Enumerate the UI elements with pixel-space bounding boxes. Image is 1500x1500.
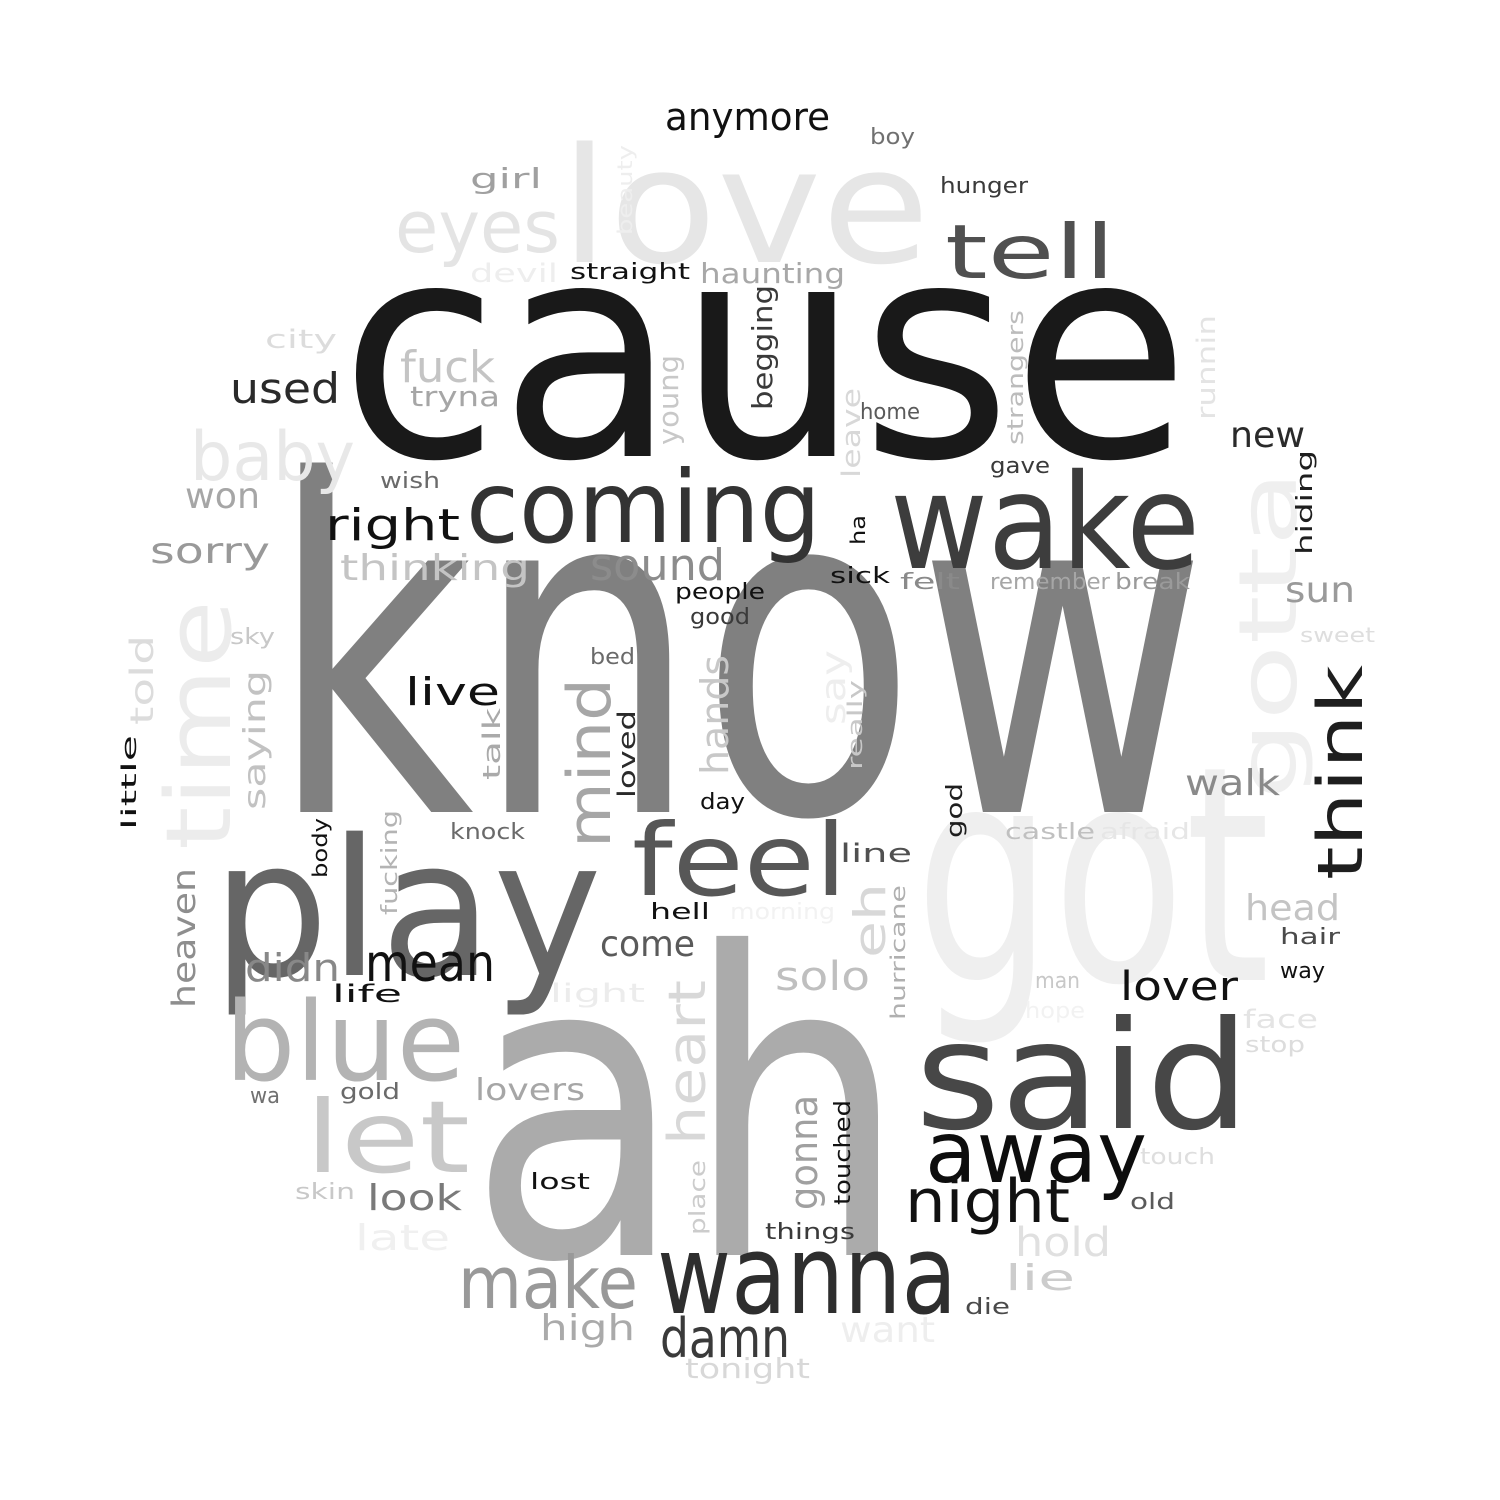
word-anymore: anymore bbox=[665, 95, 830, 139]
word-die: die bbox=[965, 1295, 1010, 1320]
word-bed: bed bbox=[590, 645, 635, 670]
word-remember: remember bbox=[990, 570, 1111, 595]
word-really: really bbox=[843, 680, 867, 770]
word-old: old bbox=[1130, 1190, 1175, 1215]
word-castle: castle bbox=[1005, 820, 1095, 845]
word-way: way bbox=[1280, 959, 1325, 984]
word-lovers: lovers bbox=[475, 1073, 585, 1108]
word-hope: hope bbox=[1025, 999, 1085, 1024]
word-fucking: fucking bbox=[378, 810, 403, 915]
word-heaven: heaven bbox=[165, 868, 203, 1008]
word-hands: hands bbox=[693, 655, 737, 775]
word-begging: begging bbox=[746, 285, 779, 410]
word-break: break bbox=[1115, 570, 1190, 595]
word-morning: morning bbox=[730, 900, 835, 925]
word-devil: devil bbox=[470, 259, 558, 289]
word-day: day bbox=[700, 790, 745, 815]
word-runnin: runnin bbox=[1192, 315, 1222, 420]
word-wa: wa bbox=[250, 1084, 280, 1109]
word-eyes: eyes bbox=[395, 185, 560, 269]
word-straight: straight bbox=[570, 260, 691, 285]
word-thinking: thinking bbox=[340, 548, 530, 589]
word-want: want bbox=[840, 1310, 935, 1351]
word-skin: skin bbox=[295, 1180, 355, 1205]
word-come: come bbox=[600, 924, 695, 965]
word-face: face bbox=[1243, 1005, 1318, 1035]
word-stop: stop bbox=[1245, 1033, 1305, 1058]
word-lie: lie bbox=[1005, 1258, 1075, 1299]
word-boy: boy bbox=[870, 125, 915, 150]
word-ha: ha bbox=[846, 515, 870, 545]
word-young: young bbox=[652, 355, 685, 445]
word-girl: girl bbox=[470, 162, 542, 195]
word-man: man bbox=[1035, 969, 1080, 994]
word-walk: walk bbox=[1185, 763, 1280, 804]
word-life: life bbox=[332, 980, 402, 1008]
word-heart: heart bbox=[658, 980, 718, 1145]
word-place: place bbox=[686, 1160, 711, 1235]
word-head: head bbox=[1245, 888, 1340, 929]
word-light: light bbox=[550, 979, 645, 1009]
word-gave: gave bbox=[990, 454, 1050, 479]
word-sky: sky bbox=[230, 625, 275, 650]
word-gold: gold bbox=[340, 1080, 400, 1105]
word-loved: loved bbox=[613, 710, 641, 798]
word-lover: lover bbox=[1120, 964, 1239, 1010]
word-god: god bbox=[943, 783, 968, 838]
word-right: right bbox=[325, 500, 460, 551]
word-touch: touch bbox=[1140, 1145, 1215, 1170]
word-hiding: hiding bbox=[1293, 450, 1318, 555]
word-won: won bbox=[185, 476, 260, 517]
word-beauty: beauty bbox=[613, 145, 637, 235]
word-city: city bbox=[265, 325, 337, 355]
word-touched: touched bbox=[831, 1100, 856, 1205]
word-hurricane: hurricane bbox=[886, 885, 910, 1020]
word-things: things bbox=[765, 1220, 855, 1245]
word-sick: sick bbox=[830, 564, 890, 589]
word-hell: hell bbox=[650, 900, 710, 925]
word-new: new bbox=[1230, 415, 1305, 456]
word-afraid: afraid bbox=[1100, 820, 1190, 845]
word-saying: saying bbox=[238, 670, 273, 810]
word-look: look bbox=[367, 1178, 462, 1219]
word-sorry: sorry bbox=[150, 531, 270, 572]
word-felt: felt bbox=[900, 570, 961, 595]
word-little: little bbox=[117, 735, 141, 830]
word-wish: wish bbox=[380, 469, 440, 494]
word-lost: lost bbox=[530, 1170, 591, 1195]
word-tryna: tryna bbox=[410, 380, 500, 413]
word-body: body bbox=[308, 818, 332, 878]
word-talk: talk bbox=[478, 708, 506, 780]
word-told: told bbox=[123, 635, 161, 725]
word-used: used bbox=[230, 364, 340, 413]
word-tonight: tonight bbox=[685, 1352, 810, 1385]
word-live: live bbox=[405, 670, 500, 714]
word-solo: solo bbox=[775, 954, 870, 1000]
word-sweet: sweet bbox=[1300, 623, 1375, 647]
word-late: late bbox=[355, 1218, 450, 1259]
word-home: home bbox=[860, 400, 920, 425]
word-think: think bbox=[1304, 665, 1377, 880]
word-gonna: gonna bbox=[782, 1095, 826, 1210]
word-didn: didn bbox=[245, 946, 340, 990]
word-high: high bbox=[540, 1308, 635, 1349]
word-strangers: strangers bbox=[1004, 310, 1029, 445]
word-line: line bbox=[840, 839, 912, 869]
word-hair: hair bbox=[1280, 925, 1341, 950]
word-good: good bbox=[690, 605, 750, 630]
word-sun: sun bbox=[1285, 570, 1355, 611]
word-people: people bbox=[675, 580, 765, 605]
word-tell: tell bbox=[945, 208, 1115, 296]
word-knock: knock bbox=[450, 820, 525, 845]
word-hunger: hunger bbox=[940, 174, 1029, 199]
